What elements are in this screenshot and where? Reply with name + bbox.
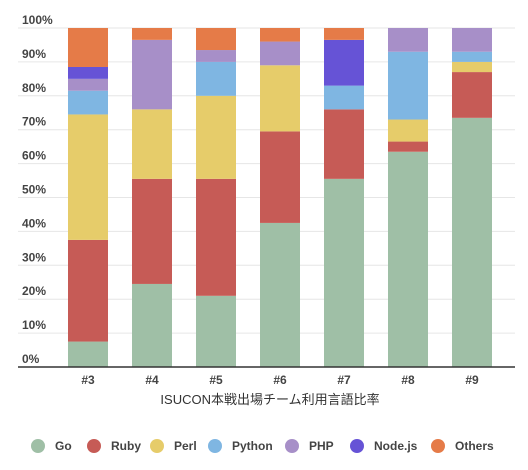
- bar-segment-others: [260, 28, 300, 42]
- bar-segment-python: [388, 51, 428, 120]
- bar-segment-ruby: [68, 239, 108, 342]
- bar-segment-others: [132, 28, 172, 40]
- y-tick-label: 90%: [22, 47, 46, 61]
- x-tick-label: #7: [337, 373, 351, 387]
- legend-item: Perl: [150, 439, 197, 453]
- bar-segment-go: [388, 151, 428, 367]
- bar-segment-python: [452, 51, 492, 62]
- bar-stack: [196, 28, 236, 367]
- x-tick-label: #6: [273, 373, 287, 387]
- y-tick-label: 0%: [22, 352, 40, 366]
- bar-segment-ruby: [324, 109, 364, 179]
- x-axis-title: ISUCON本戦出場チーム利用言語比率: [160, 392, 379, 407]
- bar-segment-ruby: [452, 72, 492, 118]
- legend-label: Python: [232, 439, 273, 453]
- bar-stack: [68, 28, 108, 367]
- y-tick-label: 70%: [22, 115, 46, 129]
- bar-stack: [388, 28, 428, 367]
- bar-segment-ruby: [388, 141, 428, 152]
- bar-segment-php: [196, 50, 236, 62]
- bar-stack: [324, 28, 364, 367]
- legend-marker: [431, 439, 445, 453]
- legend-marker: [208, 439, 222, 453]
- bar-segment-php: [260, 41, 300, 66]
- y-tick-label: 80%: [22, 81, 46, 95]
- bars: [68, 28, 492, 368]
- legend-item: Go: [31, 439, 72, 453]
- bar-segment-python: [324, 85, 364, 110]
- y-tick-label: 60%: [22, 149, 46, 163]
- y-tick-label: 100%: [22, 13, 53, 27]
- bar-stack: [452, 28, 492, 368]
- bar-segment-perl: [260, 65, 300, 132]
- bar-segment-others: [324, 28, 364, 40]
- bar-segment-go: [260, 222, 300, 367]
- legend-item: Node.js: [350, 439, 418, 453]
- legend-label: Node.js: [374, 439, 418, 453]
- bar-stack: [132, 28, 172, 367]
- legend-label: Go: [55, 439, 72, 453]
- bar-segment-perl: [132, 109, 172, 179]
- bar-segment-perl: [452, 61, 492, 73]
- x-tick-label: #9: [465, 373, 479, 387]
- bar-segment-php: [68, 78, 108, 91]
- bar-segment-perl: [196, 95, 236, 179]
- bar-segment-node-js: [324, 39, 364, 86]
- legend-label: Others: [455, 439, 494, 453]
- bar-stack: [260, 28, 300, 367]
- legend-marker: [150, 439, 164, 453]
- bar-segment-go: [132, 283, 172, 367]
- bar-segment-perl: [68, 114, 108, 240]
- bar-segment-go: [452, 117, 492, 368]
- legend: Go Ruby Perl Python PHP Node.js Others: [31, 439, 494, 453]
- legend-marker: [350, 439, 364, 453]
- y-tick-label: 10%: [22, 318, 46, 332]
- y-axis-tick-labels: 0% 10% 20% 30% 40% 50% 60% 70% 80% 90% 100%: [22, 13, 53, 366]
- bar-segment-perl: [388, 119, 428, 142]
- x-tick-label: #3: [81, 373, 95, 387]
- legend-marker: [285, 439, 299, 453]
- legend-item: PHP: [285, 439, 334, 453]
- legend-marker: [31, 439, 45, 453]
- legend-marker: [87, 439, 101, 453]
- y-tick-label: 20%: [22, 284, 46, 298]
- y-tick-label: 30%: [22, 250, 46, 264]
- x-tick-label: #5: [209, 373, 223, 387]
- bar-segment-go: [196, 295, 236, 367]
- legend-label: Ruby: [111, 439, 141, 453]
- legend-item: Others: [431, 439, 494, 453]
- bar-segment-ruby: [196, 178, 236, 296]
- bar-segment-ruby: [132, 178, 172, 284]
- bar-segment-php: [132, 39, 172, 110]
- x-tick-label: #8: [401, 373, 415, 387]
- legend-label: Perl: [174, 439, 197, 453]
- bar-segment-go: [68, 341, 108, 367]
- bar-segment-go: [324, 178, 364, 367]
- bar-segment-ruby: [260, 131, 300, 223]
- bar-segment-php: [452, 28, 492, 52]
- bar-segment-others: [196, 28, 236, 51]
- bar-segment-python: [196, 61, 236, 96]
- x-tick-label: #4: [145, 373, 159, 387]
- y-tick-label: 50%: [22, 183, 46, 197]
- legend-label: PHP: [309, 439, 334, 453]
- x-axis-tick-labels: #3 #4 #5 #6 #7 #8 #9: [81, 373, 479, 387]
- legend-item: Python: [208, 439, 273, 453]
- bar-segment-php: [388, 28, 428, 52]
- legend-item: Ruby: [87, 439, 141, 453]
- bar-segment-python: [68, 90, 108, 115]
- bar-segment-others: [68, 28, 108, 67]
- y-tick-label: 40%: [22, 216, 46, 230]
- bar-segment-node-js: [68, 66, 108, 79]
